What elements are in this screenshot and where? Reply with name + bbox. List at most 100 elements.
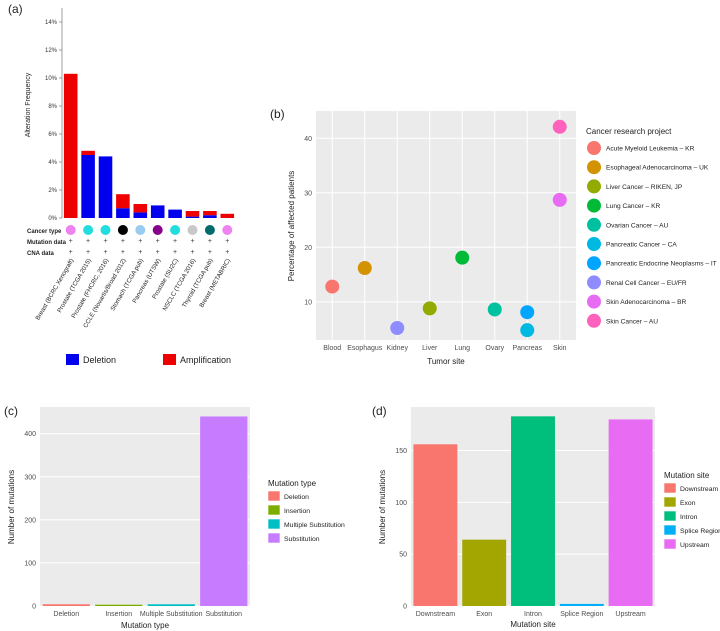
bar-deletion: [116, 208, 130, 218]
legend-key: [663, 524, 677, 536]
legend-label: Splice Region: [680, 528, 720, 535]
bar-substitution: [200, 416, 248, 606]
legend-key: [663, 538, 677, 550]
legend-label: Insertion: [284, 508, 310, 515]
mutation-data-marker: +: [225, 238, 229, 245]
pd-x-tick-label: Intron: [524, 611, 542, 618]
mutation-data-marker: +: [69, 238, 73, 245]
panel-a-y-tick-label: 2%: [48, 188, 57, 194]
cna-data-marker: +: [156, 249, 160, 256]
data-point: [552, 119, 567, 134]
legend-label: Acute Myeloid Leukemia – KR: [606, 146, 695, 153]
panel-b-y-axis-label: Percentage of affected patients: [287, 171, 296, 282]
cna-data-marker: +: [190, 249, 194, 256]
cna-data-marker: +: [138, 249, 142, 256]
legend-key: [587, 141, 601, 155]
legend-label: Esophageal Adenocarcinoma – UK: [606, 165, 709, 172]
cancer-type-dot: [187, 225, 198, 235]
panel-label-a: (a): [8, 2, 23, 16]
panel-b-x-tick-label: Lung: [454, 345, 470, 352]
bar-upstream: [608, 419, 653, 606]
bar-deletion: [168, 209, 182, 218]
pd-y-tick-label: 150: [395, 448, 407, 455]
legend-key: [663, 496, 677, 508]
data-point: [520, 305, 535, 320]
cna-data-marker: +: [121, 249, 125, 256]
mutation-data-marker: +: [103, 238, 107, 245]
legend-label: Downstream: [680, 486, 718, 493]
legend-key: [267, 532, 281, 544]
row-label-cna-data: CNA data: [27, 251, 54, 257]
legend-key: [587, 217, 601, 232]
panel-d-chart: Mutation site Number of mutations Mutati…: [378, 407, 720, 629]
bar-amplification: [203, 211, 217, 216]
bar-deletion: [81, 155, 95, 218]
pd-y-tick-label: 100: [395, 500, 407, 507]
cancer-type-dot: [117, 225, 128, 235]
mutation-data-marker: +: [173, 238, 177, 245]
legend-label: Skin Cancer – AU: [606, 318, 658, 325]
panel-b-x-tick-label: Liver: [422, 345, 438, 352]
mutation-data-marker: +: [190, 238, 194, 245]
data-point: [390, 321, 405, 336]
cancer-type-dot: [65, 225, 76, 235]
pc-y-tick-label: 200: [24, 517, 36, 524]
bar-amplification: [133, 204, 148, 213]
mutation-data-marker: +: [156, 238, 160, 245]
panel-b-x-tick-label: Skin: [553, 345, 567, 352]
legend-label: Pancreatic Cancer – CA: [606, 242, 677, 249]
legend-key: [587, 256, 601, 271]
legend-swatch-amplification: [163, 354, 176, 365]
bar-amplification: [81, 150, 95, 155]
cancer-type-dot: [204, 225, 215, 235]
cna-data-marker: +: [208, 249, 212, 256]
cancer-type-dot: [222, 225, 233, 235]
data-point: [422, 301, 437, 316]
cancer-type-dot: [152, 225, 163, 235]
panel-b-y-tick-label: 10: [304, 299, 312, 306]
data-point: [325, 279, 340, 294]
legend-label: Lung Cancer – KR: [606, 203, 660, 210]
bar-amplification: [185, 211, 200, 217]
panel-b-x-tick-label: Esophagus: [347, 345, 383, 352]
legend-label: Liver Cancer – RIKEN, JP: [606, 184, 683, 191]
data-point: [520, 323, 535, 338]
panel-a-chart: Alteration Frequency Cancer type Mutatio…: [25, 8, 235, 365]
bar-intron: [511, 416, 555, 606]
legend-key: [587, 160, 601, 175]
bar-splice-region: [559, 603, 604, 606]
bar-deletion: [42, 604, 90, 606]
bar-amplification: [116, 194, 130, 209]
legend-label: Deletion: [284, 494, 309, 501]
legend-label: Renal Cell Cancer – EU/FR: [606, 280, 687, 287]
panel-a-y-axis-label: Alteration Frequency: [25, 72, 32, 137]
panel-b-x-tick-label: Kidney: [387, 345, 409, 352]
cancer-type-dot: [170, 225, 181, 235]
legend-label: Skin Adenocarcinoma – BR: [606, 299, 687, 306]
legend-key: [267, 504, 281, 516]
panel-d-legend-title: Mutation site: [664, 471, 710, 480]
cancer-type-dot: [135, 225, 146, 235]
bar-downstream: [413, 444, 458, 606]
legend-label-deletion: Deletion: [83, 355, 116, 365]
legend-label: Upstream: [680, 542, 710, 549]
pc-x-tick-label: Multiple Substitution: [140, 611, 203, 618]
mutation-data-marker: +: [138, 238, 142, 245]
legend-key: [587, 237, 601, 251]
data-point: [552, 192, 567, 207]
pc-y-tick-label: 0: [32, 604, 36, 611]
panel-a-y-tick-label: 14%: [45, 20, 58, 26]
bar-exon: [462, 539, 507, 606]
panel-d-x-axis-label: Mutation site: [510, 620, 556, 629]
panel-c-x-axis-label: Mutation type: [121, 621, 170, 630]
cancer-type-dot: [100, 225, 111, 235]
cna-data-marker: +: [86, 249, 90, 256]
bar-deletion: [133, 212, 148, 218]
panel-b-y-tick-label: 40: [304, 136, 312, 143]
bar-deletion: [203, 215, 217, 218]
mutation-data-marker: +: [208, 238, 212, 245]
cna-data-marker: +: [225, 249, 229, 256]
cna-data-marker: +: [173, 249, 177, 256]
panel-label-d: (d): [372, 404, 387, 418]
